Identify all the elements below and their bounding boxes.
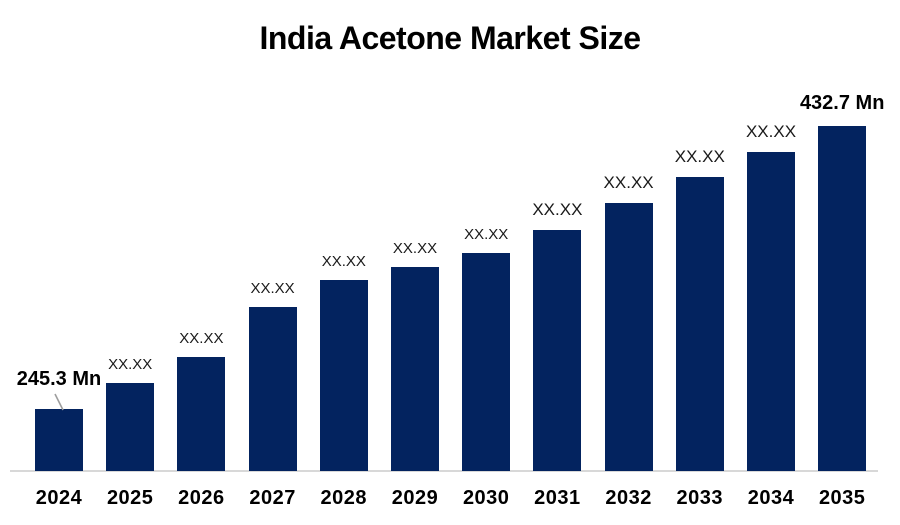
x-axis-label-2033: 2033 xyxy=(676,487,724,509)
bar-value-label-2027: XX.XX xyxy=(250,280,295,297)
bar-2033 xyxy=(675,177,724,471)
x-axis-label-2026: 2026 xyxy=(178,487,225,509)
bar-value-label-2026: XX.XX xyxy=(179,330,224,347)
x-axis-label-2024: 2024 xyxy=(35,487,83,509)
bar-value-label-2031: XX.XX xyxy=(532,200,583,219)
bar-2030 xyxy=(462,253,511,471)
chart-title: India Acetone Market Size xyxy=(259,20,641,56)
bar-2026 xyxy=(177,357,226,471)
x-axis-label-2035: 2035 xyxy=(818,487,866,509)
bar-2035 xyxy=(818,126,867,471)
bar-2031 xyxy=(533,230,582,471)
x-axis-label-2027: 2027 xyxy=(249,487,296,509)
bar-value-label-2035: 432.7 Mn xyxy=(799,92,885,114)
bar-value-label-2025: XX.XX xyxy=(108,356,153,373)
x-axis-label-2025: 2025 xyxy=(106,487,154,509)
bar-value-label-2028: XX.XX xyxy=(321,253,366,270)
bar-value-label-2033: XX.XX xyxy=(674,147,725,166)
x-axis-label-2028: 2028 xyxy=(320,487,368,509)
bar-value-label-2029: XX.XX xyxy=(392,240,438,257)
x-axis-label-2034: 2034 xyxy=(747,487,795,509)
bar-value-label-2030: XX.XX xyxy=(464,226,509,243)
bar-value-label-2034: XX.XX xyxy=(745,122,797,141)
bar-2027 xyxy=(248,307,297,471)
bar-2024 xyxy=(35,409,83,471)
x-axis-label-2029: 2029 xyxy=(391,487,439,509)
bar-2028 xyxy=(319,280,368,471)
bar-2032 xyxy=(604,203,653,471)
bar-2029 xyxy=(391,267,439,471)
bar-2025 xyxy=(106,383,155,471)
x-axis-label-2030: 2030 xyxy=(462,487,510,509)
x-axis-baseline xyxy=(10,470,878,472)
bar-2034 xyxy=(747,152,795,471)
bar-value-label-2024: 245.3 Mn xyxy=(16,368,102,390)
x-axis-label-2032: 2032 xyxy=(605,487,652,509)
bar-value-label-2032: XX.XX xyxy=(603,173,654,192)
x-axis-label-2031: 2031 xyxy=(534,487,581,509)
